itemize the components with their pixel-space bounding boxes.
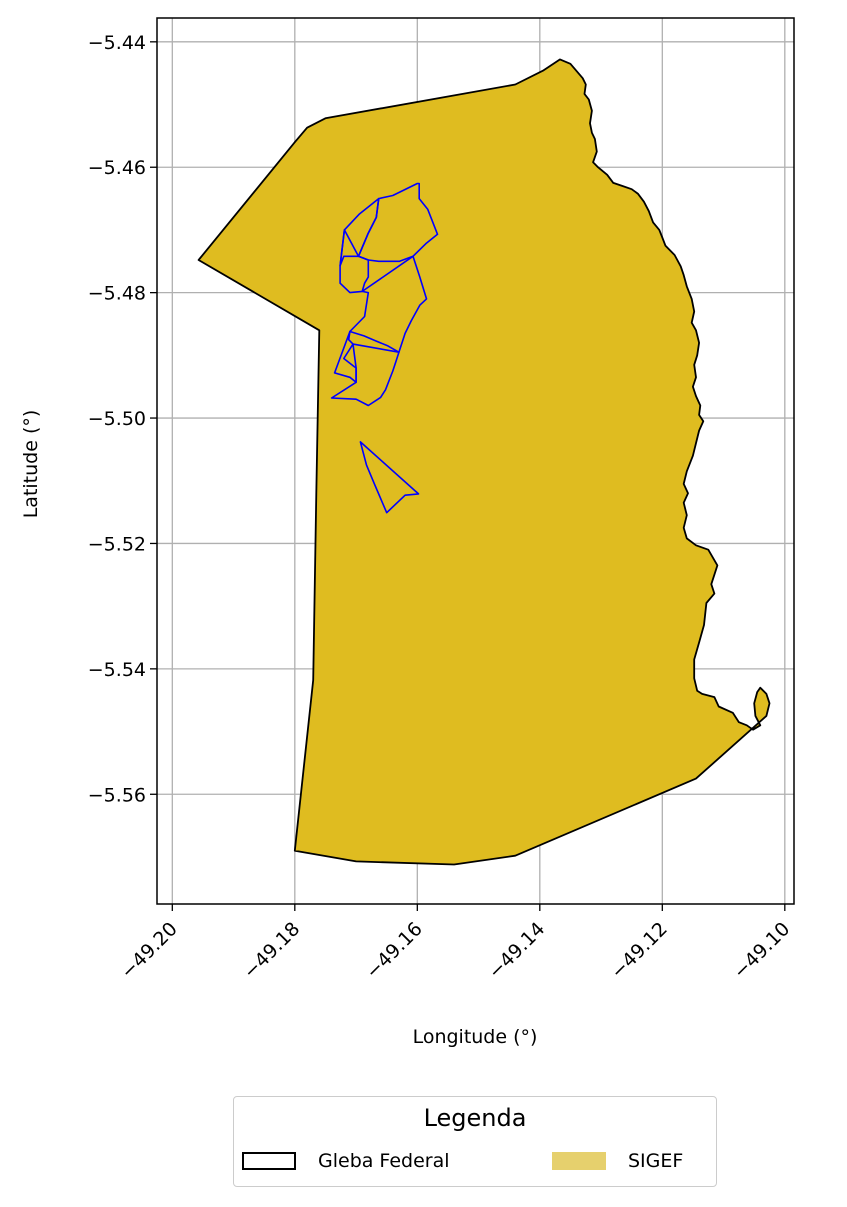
- gleba-federal-polygon: [197, 58, 771, 866]
- geo-layer: [197, 58, 771, 866]
- sigef-parcel: [357, 182, 439, 263]
- sigef-parcel: [330, 343, 400, 407]
- x-tick-label: −49.10: [729, 918, 794, 983]
- y-tick-label: −5.54: [88, 659, 146, 681]
- legend-label-sigef: SIGEF: [628, 1150, 684, 1172]
- sigef-parcel: [349, 255, 428, 354]
- y-axis-label: Latitude (°): [20, 410, 42, 519]
- x-axis-label: Longitude (°): [413, 1026, 538, 1048]
- y-tick-label: −5.44: [88, 32, 146, 54]
- plot-frame: [156, 17, 795, 905]
- x-tick-label: −49.16: [362, 918, 427, 983]
- x-tick-label: −49.18: [239, 918, 304, 983]
- x-tick-label: −49.14: [484, 918, 549, 983]
- sigef-parcel: [359, 441, 420, 514]
- y-tick-label: −5.56: [88, 784, 146, 806]
- y-tick-label: −5.46: [88, 157, 146, 179]
- legend-swatch-sigef: [552, 1152, 606, 1170]
- legend-item-sigef: SIGEF: [552, 1149, 683, 1173]
- y-tick-label: −5.48: [88, 283, 146, 305]
- legend-item-gleba-federal: Gleba Federal: [242, 1149, 450, 1173]
- sigef-parcel: [333, 330, 357, 384]
- sigef-parcel: [339, 229, 370, 294]
- y-tick-label: −5.52: [88, 533, 146, 555]
- x-tick-label: −49.20: [117, 918, 182, 983]
- legend-title: Legenda: [423, 1104, 527, 1132]
- x-tick-label: −49.12: [607, 918, 672, 983]
- legend: Legenda Gleba Federal SIGEF: [233, 1096, 717, 1187]
- y-tick-label: −5.50: [88, 408, 146, 430]
- legend-label-gleba: Gleba Federal: [318, 1150, 450, 1172]
- legend-swatch-gleba: [242, 1152, 296, 1170]
